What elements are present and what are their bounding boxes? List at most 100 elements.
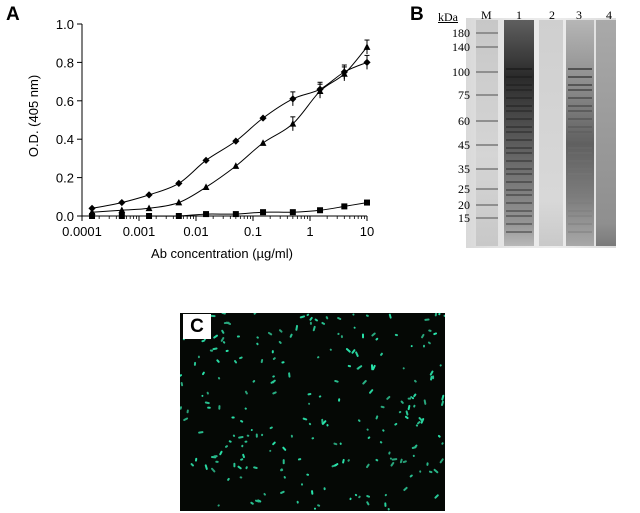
bacterium-cell [441,394,445,401]
bacterium-cell [300,483,304,486]
gel-band [506,189,532,191]
bacterium-cell [209,349,214,352]
bacterium-cell [250,429,253,431]
series-3-point [341,203,348,210]
series-2-line [91,46,368,213]
bacterium-cell [365,314,369,317]
series-3-point [364,199,370,206]
bacterium-cell [384,502,387,507]
bacterium-cell [410,396,413,399]
bacterium-cell [225,321,232,326]
bacterium-cell [351,349,356,354]
series-3-point [146,213,153,219]
bacterium-cell [280,490,285,494]
bacterium-cell [244,407,247,410]
bacterium-cell [375,415,379,420]
x-tick-label: 0.001 [123,224,156,239]
bacterium-cell [186,409,189,414]
series-1-point [202,156,210,164]
bacterium-cell [272,375,275,378]
bacterium-cell [213,334,218,339]
bacterium-cell [306,473,310,476]
gel-band [568,139,592,141]
gel-mw-label: 60 [458,114,470,128]
bacteria-field [180,313,445,511]
bacterium-cell [394,333,398,337]
bacterium-cell [228,440,232,443]
gel-band [568,131,592,133]
bacterium-cell [302,417,308,421]
fluorescence-micrograph: C [180,313,445,511]
bacterium-cell [203,338,206,341]
bacterium-cell [231,416,235,419]
bacterium-cell [338,398,341,402]
bacterium-cell [246,434,250,437]
gel-band [506,84,532,86]
bacterium-cell [288,372,291,378]
bacterium-cell [311,490,314,495]
bacterium-cell [402,460,407,464]
bacterium-cell [308,422,312,426]
bacterium-cell [379,441,383,444]
gel-band [506,147,532,149]
gel-band [506,76,532,78]
gel-band [506,223,532,225]
bacterium-cell [386,395,391,400]
bacterium-cell [424,318,430,321]
gel-band [568,76,592,78]
gel-band [568,223,592,225]
bacterium-cell [220,337,225,342]
bacterium-cell [333,463,339,467]
marker-band [476,188,498,190]
bacterium-cell [434,494,439,499]
bacterium-cell [443,314,445,317]
gel-band [506,160,532,162]
bacterium-cell [354,493,358,497]
bacterium-cell [410,345,413,348]
gel-lane-2 [539,20,563,246]
bacterium-cell [255,433,258,438]
series-3-point [203,211,210,218]
bacterium-cell [213,455,218,458]
gel-band [568,147,592,149]
bacterium-cell [439,458,444,464]
gel-band [506,215,532,217]
bacterium-cell [240,420,244,423]
bacterium-cell [201,371,205,376]
bacterium-cell [414,379,417,383]
bacterium-cell [318,395,322,398]
bacterium-cell [345,348,351,353]
bacterium-cell [201,394,204,397]
bacterium-cell [210,314,216,318]
bacterium-cell [371,332,376,337]
gel-band [506,202,532,204]
gel-band [506,181,532,183]
bacterium-cell [370,364,374,371]
bacterium-cell [400,400,404,404]
bacterium-cell [438,313,441,316]
bacterium-cell [239,476,243,479]
series-1-line [91,61,368,209]
bacterium-cell [433,332,438,336]
gel-band [506,231,532,233]
bacterium-cell [232,434,236,437]
bacterium-cell [309,321,312,325]
gel-mw-label: 75 [458,88,470,102]
bacterium-cell [382,429,385,432]
bacterium-cell [238,436,244,439]
bacterium-cell [308,402,311,405]
bacterium-cell [353,326,356,329]
bacterium-cell [413,393,417,398]
gel-band [506,194,532,196]
gel-band [568,97,592,99]
bacterium-cell [384,493,387,497]
bacterium-cell [311,437,315,440]
series-1-point [175,179,183,187]
gel-lane-label-m: M [481,8,492,22]
bacterium-cell [217,377,221,380]
series-1-point [118,198,126,207]
bacterium-cell [218,405,221,410]
series-2-point [232,162,240,169]
bacterium-cell [413,404,416,408]
gel-mw-label: 100 [452,65,470,79]
